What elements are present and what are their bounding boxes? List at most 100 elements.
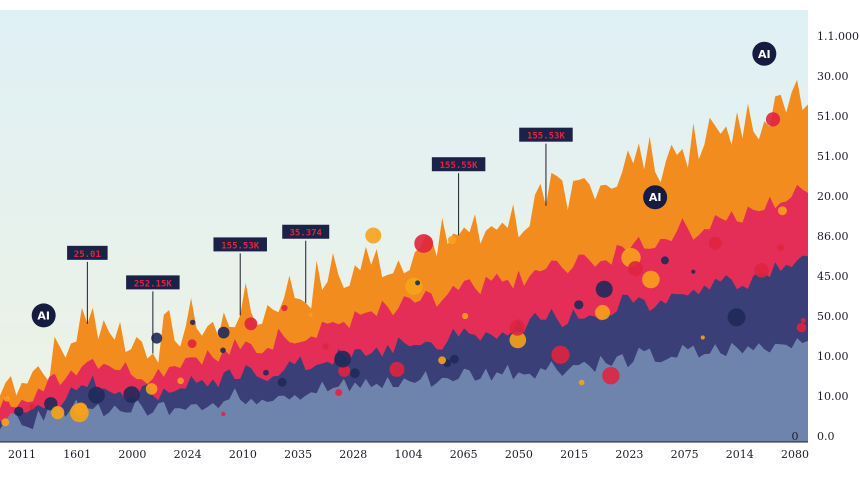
badges: AI AI AI: [31, 41, 777, 328]
series-area-4: [0, 338, 808, 442]
x-tick-label: 2000: [118, 448, 146, 461]
decorative-dot: [414, 234, 434, 253]
decorative-dot: [335, 389, 343, 396]
decorative-dot: [708, 236, 722, 250]
decorative-dot: [190, 319, 196, 326]
x-tick-label: 2011: [8, 448, 36, 461]
callout-box: [282, 224, 330, 239]
decorative-dot: [277, 377, 287, 387]
y-tick-label: 10.00: [817, 390, 849, 403]
callout-label: 155.53K: [221, 241, 260, 251]
y-tick-label: 1.1.000: [817, 30, 859, 43]
callout-box: [126, 275, 180, 290]
decorative-dot: [244, 317, 258, 331]
ai-badge-3: AI: [643, 185, 668, 210]
y-tick-label: 45.00: [817, 270, 849, 283]
callout-label: 25.01: [74, 250, 101, 260]
decorative-dot: [365, 227, 382, 244]
decorative-dot: [509, 319, 526, 336]
decorative-dot: [1, 418, 10, 427]
decorative-dot: [415, 280, 421, 286]
decorative-dot: [462, 312, 469, 320]
decorative-dot: [281, 304, 288, 312]
y-tick-label: 10.00: [817, 350, 849, 363]
decorative-dot: [578, 379, 585, 386]
y-tick-label: 0.0: [817, 430, 835, 443]
ai-badge-2: AI: [31, 303, 56, 328]
callout-label: 252.15K: [134, 279, 173, 289]
y-zero-label: 0: [792, 430, 799, 443]
callout-label: 155.53K: [527, 132, 566, 142]
callout-5: 155.55K: [431, 157, 486, 236]
decorative-dot: [438, 356, 446, 365]
y-tick-label: 30.00: [817, 70, 849, 83]
decorative-dot: [447, 235, 457, 245]
decorative-dot: [551, 345, 570, 364]
decorative-dot: [765, 112, 781, 127]
x-tick-label: 2028: [339, 448, 367, 461]
decorative-dot: [145, 383, 158, 395]
ai-badge-1: AI: [752, 41, 777, 66]
callout-4: 35.374: [282, 224, 330, 303]
x-tick-label: 1601: [63, 448, 91, 461]
callout-box: [431, 157, 486, 172]
y-tick-labels: 1.1.000 30.00 51.00 51.00 20.00 86.00 45.00 50.…: [792, 30, 860, 443]
decorative-dot: [29, 403, 35, 410]
decorative-dot: [322, 343, 329, 350]
callout-1: 25.01: [67, 245, 108, 324]
decorative-dot: [389, 361, 405, 377]
decorative-dot: [177, 377, 184, 385]
decorative-dot: [88, 386, 105, 404]
y-tick-label: 86.00: [817, 230, 849, 243]
callout-box: [213, 237, 267, 252]
decorative-dot: [338, 364, 351, 377]
decorative-dot: [642, 270, 660, 289]
decorative-dot: [754, 263, 769, 278]
callout-box: [519, 127, 573, 142]
decorative-dot: [450, 354, 459, 364]
callout-box: [67, 245, 108, 260]
decorative-dot: [602, 367, 620, 385]
x-tick-label: 1004: [395, 448, 423, 461]
x-tick-label: 2080: [781, 448, 809, 461]
decorative-dot: [220, 347, 226, 354]
callout-label: 155.55K: [440, 161, 479, 171]
decorative-dot: [334, 350, 352, 368]
decorative-dot: [70, 403, 89, 423]
x-tick-label: 2014: [726, 448, 754, 461]
decorative-dot: [691, 269, 696, 274]
x-tick-label: 2024: [174, 448, 202, 461]
decorative-dot: [777, 206, 787, 216]
decorative-dot: [777, 244, 785, 252]
decorative-dot: [595, 305, 611, 320]
callout-2: 252.15K: [126, 275, 180, 354]
x-tick-label: 2035: [284, 448, 312, 461]
decorative-dots: [1, 112, 807, 427]
x-tick-label: 2023: [615, 448, 643, 461]
decorative-dot: [51, 406, 65, 420]
callout-label: 35.374: [289, 229, 322, 239]
x-tick-label: 2050: [505, 448, 533, 461]
badge-circle: [752, 41, 777, 66]
x-tick-label: 2010: [229, 448, 257, 461]
x-tick-label: 2065: [450, 448, 478, 461]
decorative-dot: [308, 312, 313, 317]
decorative-dot: [405, 277, 423, 295]
decorative-dot: [14, 406, 24, 417]
decorative-dot: [727, 308, 746, 327]
decorative-dot: [263, 369, 269, 376]
badge-circle: [31, 303, 56, 328]
y-tick-label: 50.00: [817, 310, 849, 323]
decorative-dot: [700, 335, 705, 340]
badge-text: AI: [758, 48, 771, 61]
decorative-dot: [3, 395, 10, 402]
badge-text: AI: [37, 309, 50, 322]
decorative-dot: [628, 261, 643, 276]
decorative-dot: [221, 411, 226, 417]
decorative-dot: [660, 256, 669, 265]
badge-circle: [643, 185, 668, 210]
x-tick-labels: 2011 1601 2000 2024 2010 2035 2028 1004 2065 2050…: [8, 448, 809, 461]
y-tick-label: 51.00: [817, 110, 849, 123]
